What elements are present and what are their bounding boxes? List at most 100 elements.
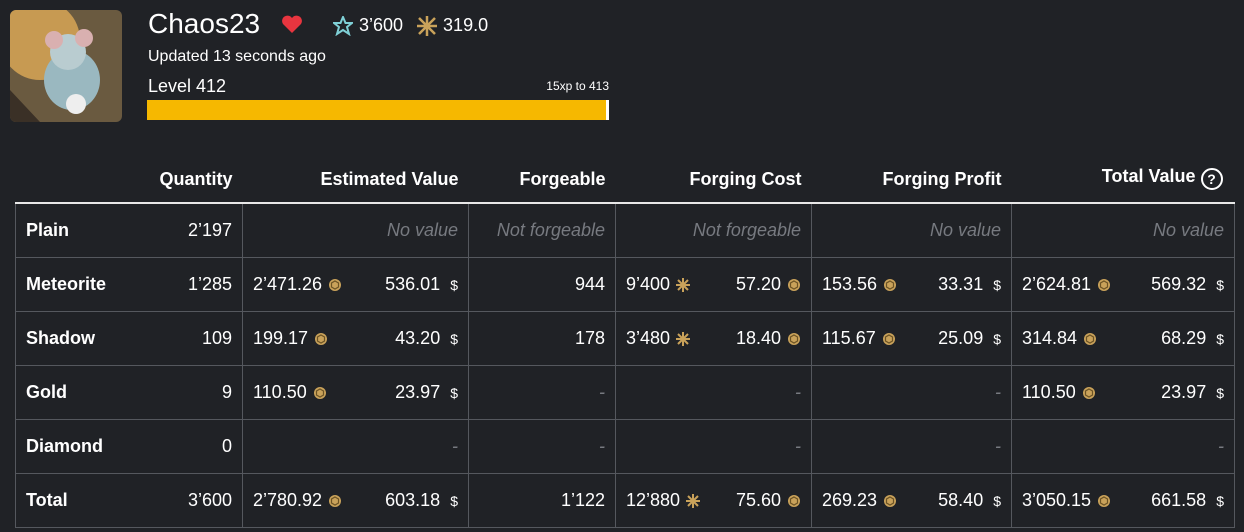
value-group: 536.01 $ bbox=[385, 274, 458, 295]
header-cell: Forgeable bbox=[469, 160, 616, 203]
table-cell: 2’624.81 569.32 $ bbox=[1011, 257, 1235, 312]
table-cell: 199.17 43.20 $ bbox=[242, 311, 469, 366]
value-group: 9’400 bbox=[626, 274, 691, 295]
placeholder: - bbox=[452, 436, 458, 456]
header-cell: Total Value? bbox=[1012, 160, 1235, 203]
fragment-count: 319.0 bbox=[443, 15, 489, 35]
value-pair: 269.23 58.40 $ bbox=[822, 490, 1001, 511]
value-pair: 110.50 23.97 $ bbox=[253, 382, 458, 403]
table-cell: - bbox=[615, 365, 812, 420]
placeholder: - bbox=[599, 382, 605, 402]
value-pair: 3’480 18.40 bbox=[626, 328, 801, 349]
coin-value: 110.50 bbox=[253, 382, 307, 402]
avatar-image bbox=[10, 10, 122, 122]
value-group: 569.32 $ bbox=[1151, 274, 1224, 295]
header-cell: Quantity bbox=[142, 160, 243, 203]
coin-value: 57.20 bbox=[735, 274, 781, 294]
column-header: Forging Cost bbox=[689, 169, 802, 189]
fragment-icon bbox=[676, 277, 691, 292]
value-pair: 9’400 57.20 bbox=[626, 274, 801, 295]
dollar-value: 661.58 bbox=[1151, 490, 1207, 510]
value-table: Quantity Estimated Value Forgeable Forging … bbox=[15, 160, 1235, 528]
coin-icon bbox=[788, 494, 800, 507]
coin-value: 314.84 bbox=[1022, 328, 1078, 348]
coin-icon bbox=[1098, 494, 1111, 507]
table-row: Diamond 0 - - - - - bbox=[15, 419, 1235, 474]
updated-time: Updated 13 seconds ago bbox=[148, 48, 326, 65]
column-header: Total Value bbox=[1101, 166, 1196, 186]
table-cell: - bbox=[811, 419, 1012, 474]
essence-icon bbox=[333, 15, 353, 36]
value-pair: 2’624.81 569.32 $ bbox=[1022, 274, 1224, 295]
value-pair: 115.67 25.09 $ bbox=[822, 328, 1001, 349]
stats: 3’600 319.0 bbox=[333, 15, 488, 36]
quantity: 0 bbox=[141, 419, 243, 474]
value-group: 58.40 $ bbox=[938, 490, 1001, 511]
value-group: 153.56 bbox=[822, 274, 897, 295]
table-cell: - bbox=[1011, 419, 1235, 474]
quantity: 1’285 bbox=[141, 257, 243, 312]
value-group: 3’480 bbox=[626, 328, 691, 349]
value-group: 661.58 $ bbox=[1151, 490, 1224, 511]
placeholder: - bbox=[795, 436, 801, 456]
xp-remaining: 15xp to 413 bbox=[546, 79, 609, 93]
header-cell: Forging Cost bbox=[616, 160, 812, 203]
currency: $ bbox=[450, 330, 458, 347]
coin-icon bbox=[315, 332, 328, 345]
placeholder: No value bbox=[929, 220, 1001, 240]
value-group: 33.31 $ bbox=[938, 274, 1001, 295]
value-group: 25.09 $ bbox=[938, 328, 1001, 349]
value-group: 115.67 bbox=[822, 328, 896, 349]
help-icon[interactable]: ? bbox=[1200, 168, 1223, 190]
coin-value: 115.67 bbox=[822, 328, 876, 348]
coin-icon bbox=[1084, 332, 1097, 345]
row-name: Shadow bbox=[15, 311, 142, 366]
value-group: 2’624.81 bbox=[1022, 274, 1111, 295]
cell-value: 1’122 bbox=[560, 490, 605, 510]
value-pair: 199.17 43.20 $ bbox=[253, 328, 458, 349]
coin-value: 110.50 bbox=[1022, 382, 1076, 402]
coin-icon bbox=[788, 278, 800, 291]
level: Level 412 bbox=[148, 76, 227, 96]
value-group: 199.17 bbox=[253, 328, 328, 349]
coin-icon bbox=[329, 278, 342, 291]
value-group: 2’471.26 bbox=[253, 274, 342, 295]
dollar-value: 33.31 bbox=[938, 274, 984, 294]
fragment-value: 9’400 bbox=[626, 274, 671, 294]
coin-value: 2’471.26 bbox=[253, 274, 323, 294]
fragment-icon bbox=[686, 493, 701, 508]
placeholder: No value bbox=[1152, 220, 1224, 240]
favorite-icon[interactable] bbox=[281, 14, 303, 34]
header-cell: Estimated Value bbox=[243, 160, 469, 203]
dollar-value: 569.32 bbox=[1151, 274, 1207, 294]
fragment-icon bbox=[676, 331, 691, 346]
currency: $ bbox=[450, 384, 458, 401]
coin-icon bbox=[1082, 386, 1095, 399]
table-cell: - bbox=[615, 419, 812, 474]
value-group: 43.20 $ bbox=[395, 328, 458, 349]
header-cell bbox=[16, 160, 142, 203]
table-cell: - bbox=[811, 365, 1012, 420]
currency: $ bbox=[993, 276, 1001, 293]
value-group: 110.50 bbox=[253, 382, 327, 403]
placeholder: - bbox=[995, 436, 1001, 456]
fragment-value: 12’880 bbox=[626, 490, 681, 510]
table-cell: 110.50 23.97 $ bbox=[242, 365, 469, 420]
level-progress bbox=[147, 100, 609, 120]
value-group: 269.23 bbox=[822, 490, 897, 511]
table-cell: 153.56 33.31 $ bbox=[811, 257, 1012, 312]
value-group: 23.97 $ bbox=[395, 382, 458, 403]
column-header: Forgeable bbox=[519, 169, 606, 189]
header-row: Quantity Estimated Value Forgeable Forging … bbox=[15, 160, 1235, 203]
table-cell: 3’480 18.40 bbox=[615, 311, 812, 366]
placeholder: - bbox=[1218, 436, 1224, 456]
column-header: Quantity bbox=[159, 169, 233, 189]
dollar-value: 43.20 bbox=[395, 328, 441, 348]
placeholder: Not forgeable bbox=[496, 220, 605, 240]
username: Chaos23 bbox=[148, 8, 261, 39]
fragment-value: 3’480 bbox=[626, 328, 671, 348]
placeholder: No value bbox=[386, 220, 458, 240]
dollar-value: 23.97 bbox=[1161, 382, 1207, 402]
table-row: Meteorite 1’285 2’471.26 536.01 $944 9’400 57.… bbox=[15, 257, 1235, 312]
